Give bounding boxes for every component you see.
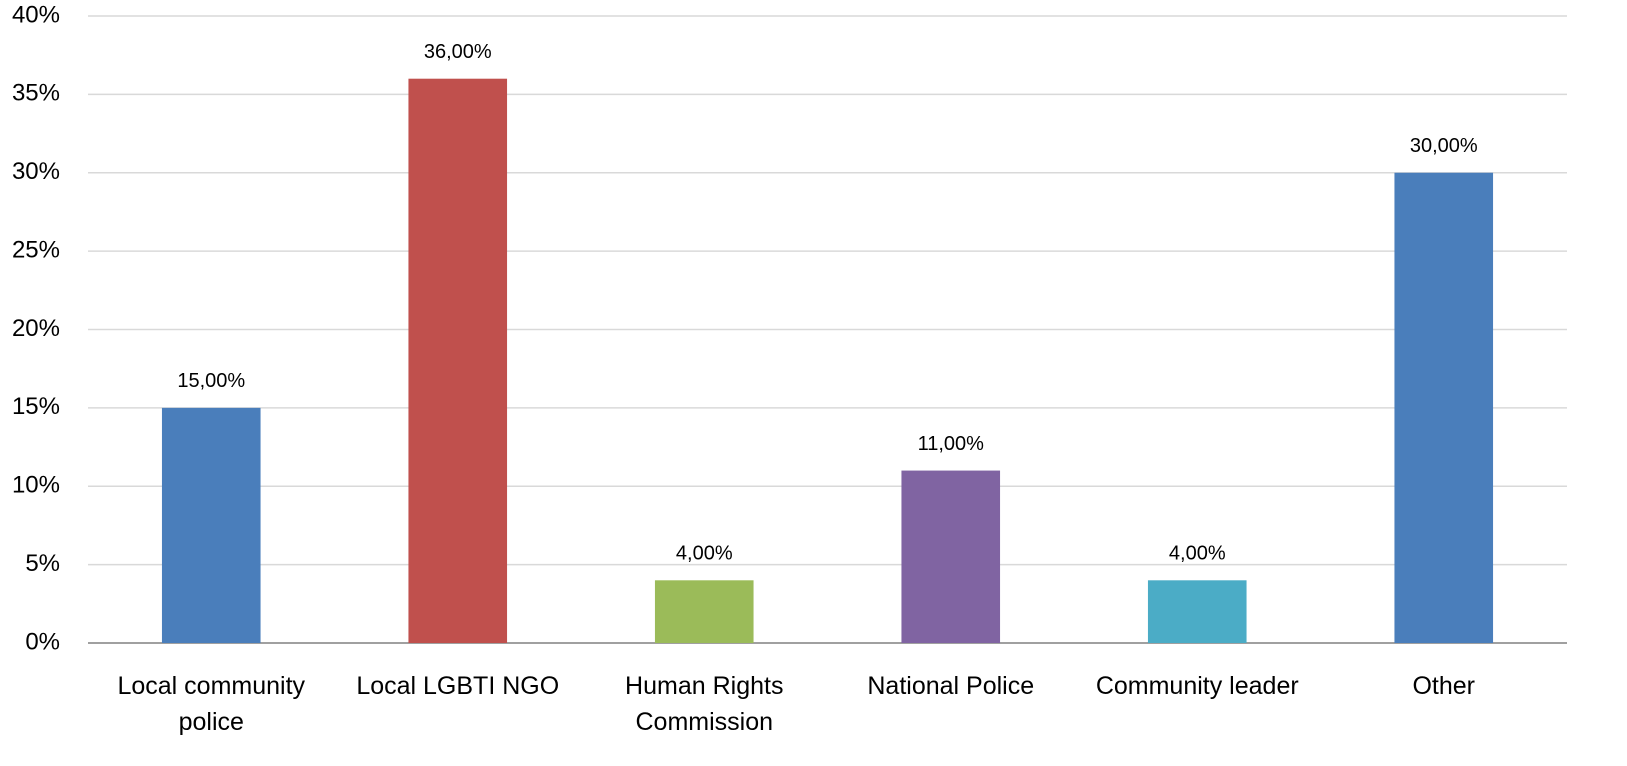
value-label: 15,00% [177,370,245,392]
value-label: 4,00% [676,543,733,565]
y-tick-label: 25% [12,236,60,263]
bar [1394,172,1494,643]
y-tick-label: 20% [12,315,60,342]
value-label: 30,00% [1410,135,1478,157]
value-label: 4,00% [1169,543,1226,565]
x-tick-label: Community leader [1095,672,1299,700]
bar [1147,580,1247,643]
x-tick-label: National Police [867,672,1035,700]
x-tick-label: Local LGBTI NGO [356,672,560,700]
bar [654,580,754,643]
x-tick-label: Other [1412,672,1476,700]
y-tick-label: 10% [12,472,60,499]
bar [161,407,261,643]
x-tick-label: Local community police [117,672,306,736]
y-tick-label: 0% [25,628,60,655]
y-tick-label: 40% [12,1,60,28]
y-tick-label: 30% [12,158,60,185]
y-tick-label: 5% [25,550,60,577]
value-label: 11,00% [918,433,985,455]
y-tick-label: 35% [12,80,60,107]
x-tick-label: Human Rights Commission [625,672,784,736]
bar [901,470,1001,643]
y-tick-label: 15% [12,393,60,420]
bar [408,78,508,643]
value-label: 36,00% [424,41,492,63]
